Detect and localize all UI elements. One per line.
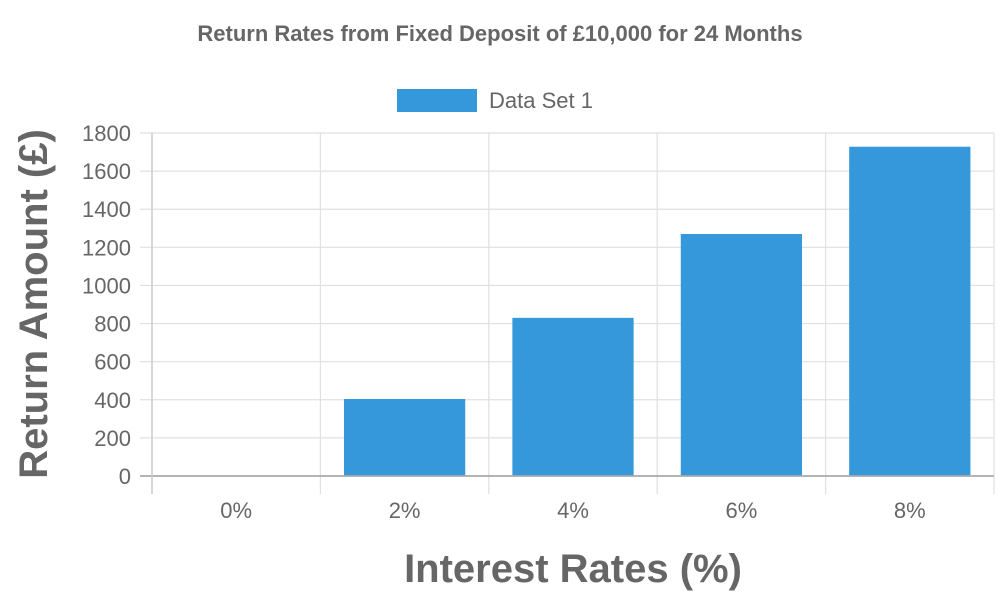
x-tick-label: 2%: [389, 498, 421, 523]
y-tick-label: 400: [94, 388, 131, 413]
bars: [343, 146, 971, 476]
y-tick-label: 1800: [82, 121, 131, 146]
legend: Data Set 1: [397, 88, 593, 113]
x-tick-label: 4%: [557, 498, 589, 523]
y-tick-label: 1600: [82, 159, 131, 184]
grid: [140, 132, 995, 494]
bar-8pct: [849, 146, 971, 476]
bar-6pct: [680, 233, 803, 476]
y-tick-label: 1400: [82, 197, 131, 222]
y-tick-labels: 0 200 400 600 800 1000 1200 1400 1600 1800: [82, 121, 131, 489]
x-tick-label: 0%: [220, 498, 252, 523]
bar-4pct: [512, 317, 634, 476]
y-tick-label: 0: [119, 464, 131, 489]
x-tick-labels: 0% 2% 4% 6% 8%: [220, 498, 925, 523]
x-tick-label: 8%: [894, 498, 926, 523]
y-tick-label: 1000: [82, 273, 131, 298]
chart-title: Return Rates from Fixed Deposit of £10,0…: [197, 21, 802, 46]
x-axis-title: Interest Rates (%): [404, 547, 742, 591]
legend-swatch: [397, 89, 477, 112]
y-tick-label: 600: [94, 350, 131, 375]
y-tick-label: 1200: [82, 235, 131, 260]
x-tick-label: 6%: [726, 498, 758, 523]
y-axis-title: Return Amount (£): [12, 129, 56, 479]
bar-2pct: [343, 399, 466, 476]
y-tick-label: 800: [94, 312, 131, 337]
legend-label: Data Set 1: [489, 88, 593, 113]
y-tick-label: 200: [94, 426, 131, 451]
axes: [140, 133, 994, 494]
